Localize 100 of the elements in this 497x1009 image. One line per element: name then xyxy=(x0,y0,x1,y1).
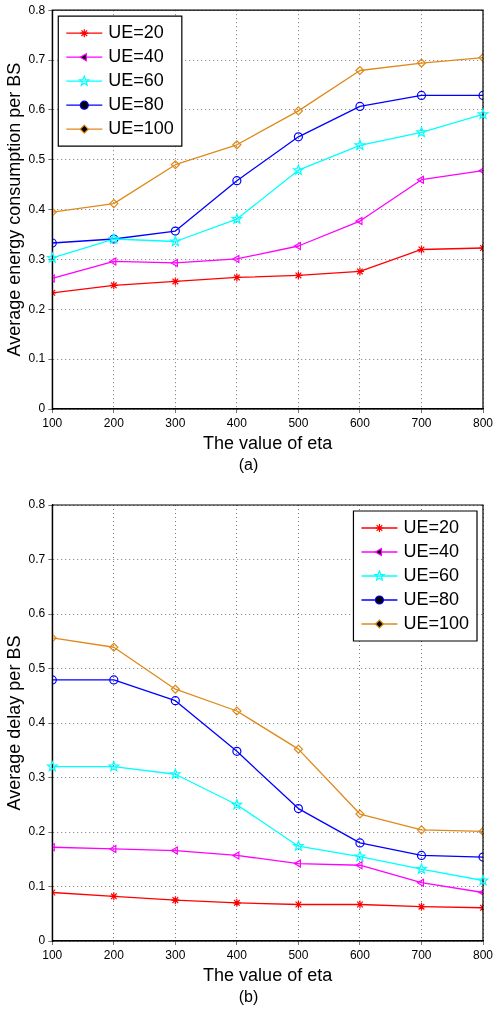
x-tick-label: 300 xyxy=(165,415,186,430)
point xyxy=(170,276,180,286)
point xyxy=(109,844,117,853)
point xyxy=(170,684,180,694)
x-tick-label: 100 xyxy=(42,947,63,962)
point xyxy=(108,761,120,772)
point xyxy=(109,642,119,652)
legend-label: UE=40 xyxy=(403,540,459,561)
x-tick-label: 200 xyxy=(103,947,125,962)
point xyxy=(170,696,180,706)
point xyxy=(354,850,366,862)
x-tick-label: 300 xyxy=(165,947,186,962)
point xyxy=(416,90,427,101)
y-axis-title: Average delay per BS xyxy=(3,635,24,811)
legend-label: UE=60 xyxy=(403,564,459,585)
x-axis-title: The value of eta xyxy=(203,433,334,454)
point xyxy=(109,199,119,209)
point xyxy=(416,58,427,68)
y-tick-label: 0.4 xyxy=(28,201,46,216)
x-tick-label: 500 xyxy=(288,947,309,962)
y-tick-label: 0.1 xyxy=(28,351,46,366)
y-tick-label: 0.1 xyxy=(28,878,46,893)
y-tick-label: 0.3 xyxy=(28,769,46,784)
y-tick-label: 0.5 xyxy=(28,152,46,167)
point xyxy=(416,126,427,137)
x-tick-label: 400 xyxy=(226,415,248,430)
point xyxy=(416,175,425,184)
y-tick-label: 0.3 xyxy=(28,251,46,266)
point xyxy=(477,874,489,886)
point xyxy=(293,840,304,851)
point xyxy=(109,257,117,266)
legend-label: UE=100 xyxy=(403,612,470,633)
y-tick-label: 0.7 xyxy=(28,52,46,67)
text: (a) xyxy=(237,455,260,475)
y-tick-label: 0.7 xyxy=(28,551,46,566)
point xyxy=(293,106,304,116)
x-tick-label: 100 xyxy=(42,415,63,430)
point xyxy=(355,809,365,819)
point xyxy=(232,851,240,860)
legend-label: UE=80 xyxy=(108,94,164,115)
point xyxy=(109,280,119,290)
y-tick-label: 0.6 xyxy=(28,102,46,117)
point xyxy=(232,746,242,756)
legend-label: UE=60 xyxy=(108,70,164,91)
point xyxy=(232,272,242,282)
legend-label: UE=40 xyxy=(108,46,164,67)
y-tick-label: 0 xyxy=(38,933,46,948)
point xyxy=(109,675,119,685)
point xyxy=(231,799,243,810)
point xyxy=(232,706,242,716)
point xyxy=(232,898,242,908)
x-axis-title: The value of eta xyxy=(203,965,334,986)
point xyxy=(355,101,365,112)
point xyxy=(355,65,365,76)
point xyxy=(170,258,178,267)
point xyxy=(46,761,58,772)
x-tick-label: 700 xyxy=(411,415,432,430)
y-tick-label: 0.2 xyxy=(28,301,46,316)
point xyxy=(232,176,242,186)
point xyxy=(416,850,427,861)
point xyxy=(293,803,304,814)
legend-label: UE=20 xyxy=(403,516,459,537)
point xyxy=(416,863,427,874)
y-tick-label: 0.2 xyxy=(28,824,46,839)
legend-label: UE=100 xyxy=(108,118,174,139)
x-tick-label: 500 xyxy=(288,415,309,430)
y-tick-label: 0.6 xyxy=(28,606,46,621)
point xyxy=(46,252,58,263)
x-tick-label: 200 xyxy=(103,415,125,430)
point xyxy=(293,241,302,251)
point xyxy=(170,226,180,236)
point xyxy=(355,266,365,277)
x-tick-label: 600 xyxy=(349,947,371,962)
y-tick-label: 0.8 xyxy=(28,497,46,512)
point xyxy=(170,895,180,905)
point xyxy=(293,270,304,280)
text: (b) xyxy=(237,987,260,1007)
point xyxy=(293,164,304,175)
point xyxy=(354,139,366,150)
point xyxy=(355,861,363,870)
y-tick-label: 0.4 xyxy=(28,715,46,730)
point xyxy=(293,744,304,754)
point xyxy=(169,768,181,779)
point xyxy=(293,859,302,868)
x-tick-label: 600 xyxy=(349,415,371,430)
point xyxy=(416,902,427,912)
point xyxy=(293,132,304,142)
x-tick-label: 400 xyxy=(226,947,248,962)
point xyxy=(109,891,119,901)
point xyxy=(231,213,243,224)
x-tick-label: 700 xyxy=(411,947,432,962)
y-tick-label: 0.8 xyxy=(28,2,46,17)
x-tick-label: 800 xyxy=(472,415,494,430)
point xyxy=(169,235,181,247)
point xyxy=(170,160,180,170)
point xyxy=(477,108,489,120)
point xyxy=(232,254,240,264)
point xyxy=(416,825,427,835)
x-tick-label: 800 xyxy=(472,947,494,962)
y-tick-label: 0.5 xyxy=(28,660,46,675)
